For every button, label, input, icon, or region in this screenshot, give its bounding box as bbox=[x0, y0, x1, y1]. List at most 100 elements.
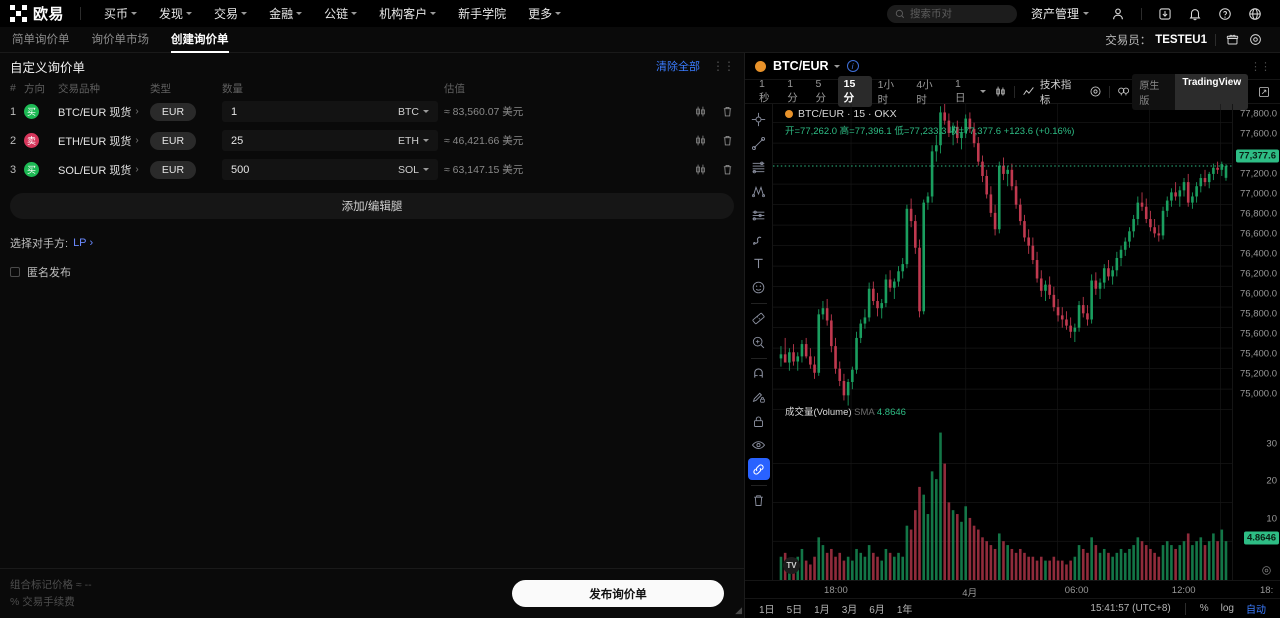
quantity-input[interactable] bbox=[231, 134, 398, 147]
chevron-down-icon[interactable] bbox=[833, 64, 840, 68]
tab-create-rfq[interactable]: 创建询价单 bbox=[160, 27, 240, 53]
settings-icon[interactable] bbox=[1247, 32, 1263, 48]
quantity-field[interactable]: ETH bbox=[222, 130, 438, 151]
asset-management-menu[interactable]: 资产管理 bbox=[1031, 5, 1089, 22]
percent-scale-button[interactable]: % bbox=[1199, 603, 1209, 614]
range-1d[interactable]: 1日 bbox=[759, 605, 775, 616]
type-pill[interactable]: EUR bbox=[150, 160, 196, 179]
timeframe-1d[interactable]: 1日 bbox=[954, 78, 966, 104]
price-axis[interactable]: 77,800.077,600.077,400.077,200.077,000.0… bbox=[1232, 104, 1280, 580]
magnet-icon[interactable] bbox=[748, 362, 770, 384]
timeframe-1h[interactable]: 1小时 bbox=[877, 78, 895, 106]
candlestick-icon[interactable] bbox=[694, 134, 707, 147]
nav-item-trade[interactable]: 交易 bbox=[203, 5, 258, 22]
tab-rfq-market[interactable]: 询价单市场 bbox=[91, 33, 150, 46]
row-direction[interactable]: 买 bbox=[24, 104, 58, 119]
candlestick-icon[interactable] bbox=[694, 105, 707, 118]
horizontal-lines-icon[interactable] bbox=[748, 156, 770, 178]
nav-item-finance[interactable]: 金融 bbox=[258, 5, 313, 22]
search-input[interactable]: 搜索币对 bbox=[886, 4, 1017, 23]
chart-type-icon[interactable] bbox=[992, 84, 1008, 100]
crosshair-icon[interactable] bbox=[748, 108, 770, 130]
chart-drag-handle[interactable]: ⋮⋮ bbox=[1250, 60, 1271, 73]
row-direction[interactable]: 卖 bbox=[24, 133, 58, 148]
range-6m[interactable]: 6月 bbox=[869, 605, 885, 616]
brush-icon[interactable] bbox=[748, 228, 770, 250]
tab-simple-rfq[interactable]: 简单询价单 bbox=[12, 33, 70, 46]
user-icon[interactable] bbox=[1110, 6, 1126, 22]
panel-drag-handle[interactable]: ⋮⋮ bbox=[712, 59, 735, 73]
timeframe-4h[interactable]: 4小时 bbox=[916, 78, 933, 106]
add-edit-leg-button[interactable]: 添加/编辑腿 bbox=[10, 193, 734, 219]
lock-icon[interactable] bbox=[748, 410, 770, 432]
range-1y[interactable]: 1年 bbox=[896, 605, 913, 616]
text-icon[interactable] bbox=[748, 252, 770, 274]
help-icon[interactable] bbox=[1217, 6, 1233, 22]
delete-row-icon[interactable] bbox=[721, 163, 734, 176]
publish-rfq-button[interactable]: 发布询价单 bbox=[512, 580, 724, 607]
range-3m[interactable]: 3月 bbox=[841, 605, 858, 616]
counterparty-selector[interactable]: LP › bbox=[73, 237, 93, 249]
timeframe-15m[interactable]: 15分 bbox=[837, 76, 872, 107]
compare-icon[interactable] bbox=[1116, 84, 1132, 100]
chevron-down-icon[interactable] bbox=[980, 90, 987, 93]
trash-icon[interactable] bbox=[748, 489, 770, 511]
type-pill[interactable]: EUR bbox=[150, 102, 196, 121]
ruler-icon[interactable] bbox=[748, 307, 770, 329]
fib-icon[interactable] bbox=[748, 180, 770, 202]
range-1m[interactable]: 1月 bbox=[814, 605, 830, 616]
resize-handle[interactable]: ◢ bbox=[735, 605, 742, 615]
delete-row-icon[interactable] bbox=[721, 105, 734, 118]
range-5d[interactable]: 5日 bbox=[786, 605, 803, 616]
download-icon[interactable] bbox=[1157, 6, 1173, 22]
axis-settings-icon[interactable] bbox=[1261, 565, 1272, 576]
instrument-selector[interactable]: SOL/EUR 现货 › bbox=[58, 162, 150, 178]
nav-item-institutional[interactable]: 机构客户 bbox=[368, 5, 447, 22]
pattern-icon[interactable] bbox=[748, 204, 770, 226]
instrument-selector[interactable]: BTC/EUR 现货 › bbox=[58, 104, 150, 120]
trend-line-icon[interactable] bbox=[748, 132, 770, 154]
nav-item-more[interactable]: 更多 bbox=[517, 5, 572, 22]
anonymous-checkbox[interactable] bbox=[10, 267, 20, 277]
quantity-field[interactable]: BTC bbox=[222, 101, 438, 122]
indicator-icon[interactable] bbox=[1021, 84, 1037, 100]
zoom-icon[interactable] bbox=[748, 331, 770, 353]
chart-plot-area[interactable]: BTC/EUR · 15 · OKX 开=77,262.0 高=77,396.1… bbox=[773, 104, 1232, 580]
instrument-selector[interactable]: ETH/EUR 现货 › bbox=[58, 133, 150, 149]
info-icon[interactable]: i bbox=[846, 60, 859, 72]
fullscreen-icon[interactable] bbox=[1256, 84, 1272, 100]
timeframe-1m[interactable]: 1分 bbox=[787, 78, 798, 104]
type-pill[interactable]: EUR bbox=[150, 131, 196, 150]
auto-scale-button[interactable]: 自动 bbox=[1246, 605, 1266, 616]
log-scale-button[interactable]: log bbox=[1220, 603, 1234, 614]
delete-row-icon[interactable] bbox=[721, 134, 734, 147]
quantity-input[interactable] bbox=[231, 105, 398, 118]
eye-icon[interactable] bbox=[748, 434, 770, 456]
time-axis[interactable]: 18:00 4月 06:00 12:00 18: bbox=[745, 580, 1280, 599]
globe-icon[interactable] bbox=[1247, 6, 1263, 22]
quantity-field[interactable]: SOL bbox=[222, 159, 438, 180]
candlestick-icon[interactable] bbox=[694, 163, 707, 176]
nav-item-discover[interactable]: 发现 bbox=[148, 5, 203, 22]
chart-settings-icon[interactable] bbox=[1088, 84, 1104, 100]
timeframe-5m[interactable]: 5分 bbox=[815, 78, 826, 104]
nav-item-academy[interactable]: 新手学院 bbox=[447, 5, 517, 22]
quantity-unit-selector[interactable]: BTC bbox=[398, 106, 429, 118]
quantity-input[interactable] bbox=[231, 163, 398, 176]
bell-icon[interactable] bbox=[1187, 6, 1203, 22]
link-icon[interactable] bbox=[747, 458, 770, 480]
brand-logo[interactable]: 欧易 bbox=[10, 3, 64, 24]
timeframe-1s[interactable]: 1秒 bbox=[759, 78, 770, 104]
view-mode-tradingview[interactable]: TradingView bbox=[1175, 73, 1249, 110]
view-mode-native[interactable]: 原生版 bbox=[1139, 80, 1160, 107]
quantity-unit-selector[interactable]: ETH bbox=[398, 135, 429, 147]
emoji-icon[interactable] bbox=[748, 276, 770, 298]
gift-icon[interactable] bbox=[1224, 32, 1240, 48]
row-direction[interactable]: 买 bbox=[24, 162, 58, 177]
nav-item-buy-crypto[interactable]: 买币 bbox=[93, 5, 148, 22]
quantity-unit-selector[interactable]: SOL bbox=[398, 164, 429, 176]
pencil-lock-icon[interactable] bbox=[748, 386, 770, 408]
clear-all-button[interactable]: 清除全部 bbox=[656, 61, 700, 73]
nav-item-chain[interactable]: 公链 bbox=[313, 5, 368, 22]
technical-indicator-button[interactable]: 技术指标 bbox=[1039, 78, 1072, 106]
